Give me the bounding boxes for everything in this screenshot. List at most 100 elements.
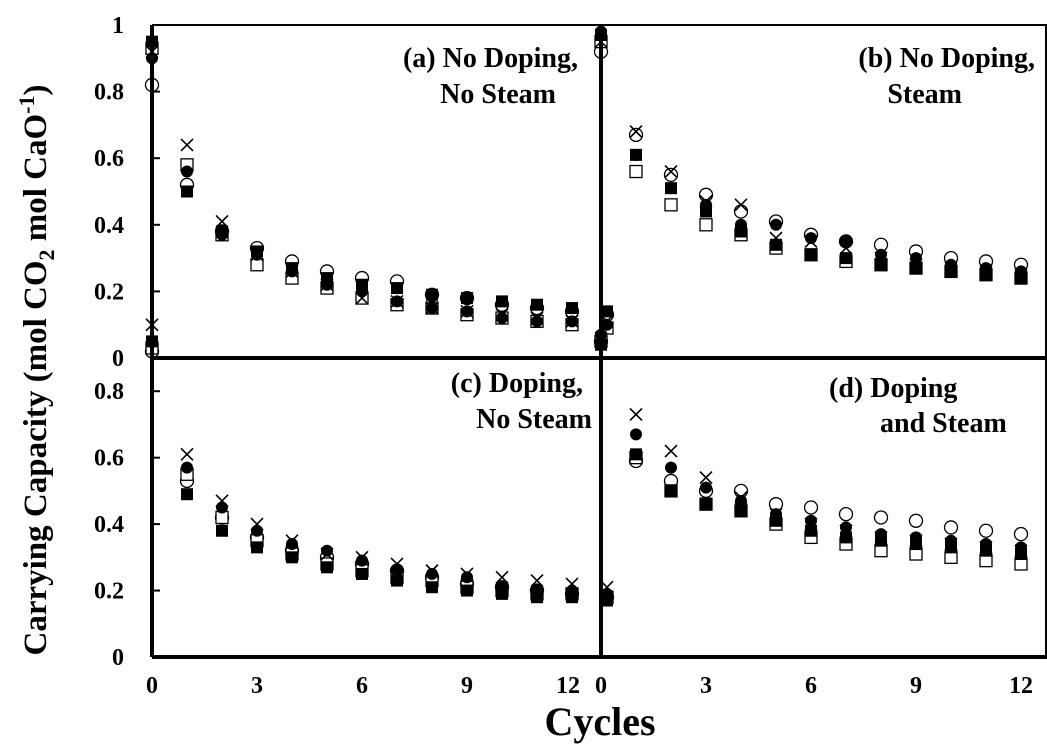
data-point-filled-square xyxy=(391,282,403,295)
data-point-open-circle xyxy=(908,513,924,528)
data-point-filled-square xyxy=(665,182,677,195)
data-point-filled-square xyxy=(251,541,263,554)
data-point-filled-square xyxy=(566,591,578,604)
data-point-filled-circle xyxy=(181,461,193,474)
data-point-filled-square xyxy=(910,262,922,275)
data-point-filled-square xyxy=(181,488,193,501)
data-point-filled-square xyxy=(181,185,193,198)
panel-titles: (a) No Doping, No Steam (b) No Doping, Stea… xyxy=(403,43,1035,439)
y-axis-label: Carrying Capacity (mol CO2 mol CaO-1) xyxy=(14,84,59,655)
data-point-open-circle xyxy=(663,167,679,183)
data-point-filled-circle xyxy=(496,312,508,325)
y-tick-label-bottom: 0.2 xyxy=(94,579,124,605)
y-axis-label-end: ) xyxy=(18,84,54,95)
x-tick-label: 12 xyxy=(556,673,580,699)
data-point-filled-square xyxy=(601,305,613,318)
data-point-cross xyxy=(180,138,194,152)
data-point-filled-square xyxy=(496,587,508,600)
data-point-filled-circle xyxy=(461,571,473,584)
x-tick-label: 9 xyxy=(461,673,473,699)
data-point-filled-circle xyxy=(700,481,712,494)
data-point-filled-square xyxy=(805,524,817,537)
data-point-filled-square xyxy=(945,265,957,278)
data-point-filled-square xyxy=(770,514,782,527)
data-point-cross xyxy=(699,471,713,485)
data-point-filled-square xyxy=(910,538,922,551)
data-point-filled-square xyxy=(735,504,747,517)
data-point-cross xyxy=(629,407,643,422)
data-point-open-circle xyxy=(873,510,889,525)
panel-title-line1: (d) Doping xyxy=(829,373,957,404)
data-point-open-circle xyxy=(628,127,644,143)
panel-title-line1: (a) No Doping, xyxy=(403,43,578,74)
data-point-filled-square xyxy=(426,288,438,301)
panel-title-line2: Steam xyxy=(887,79,962,110)
data-point-filled-square xyxy=(216,524,228,537)
data-point-filled-circle xyxy=(665,461,677,474)
panel-frames xyxy=(150,24,1047,659)
data-point-filled-square xyxy=(321,272,333,285)
y-tick-label-top: 0.2 xyxy=(94,279,124,305)
data-point-cross xyxy=(664,164,678,179)
data-point-filled-square xyxy=(391,574,403,587)
data-point-filled-square xyxy=(875,258,887,271)
data-point-filled-square xyxy=(1015,272,1027,285)
panel-title-line2: No Steam xyxy=(476,404,592,435)
data-point-filled-square xyxy=(531,298,543,311)
panel-title-line1: (b) No Doping, xyxy=(858,43,1035,74)
data-point-open-circle xyxy=(978,523,994,538)
chart-marks xyxy=(144,25,1029,607)
data-point-filled-circle xyxy=(630,428,642,441)
data-point-filled-square xyxy=(735,225,747,238)
data-point-filled-circle xyxy=(770,218,782,231)
data-point-filled-square xyxy=(980,544,992,557)
y-tick-label-top: 0.4 xyxy=(94,213,124,239)
data-point-open-square xyxy=(664,198,678,212)
data-point-filled-square xyxy=(700,498,712,511)
data-point-filled-circle xyxy=(601,318,613,331)
data-point-filled-circle xyxy=(356,554,368,567)
x-tick-label: 6 xyxy=(356,673,368,699)
data-point-cross xyxy=(180,447,194,461)
data-point-cross xyxy=(664,444,678,458)
y-tick-label-top: 0.6 xyxy=(94,146,124,172)
y-tick-label-bottom: 0.6 xyxy=(94,446,124,472)
data-point-filled-square xyxy=(251,245,263,258)
panel-title-line1: (c) Doping, xyxy=(451,368,583,399)
data-point-filled-circle xyxy=(840,521,852,534)
y-tick-label-top: 1 xyxy=(112,13,124,39)
data-point-filled-square xyxy=(216,225,228,238)
x-tick-label: 0 xyxy=(146,673,158,699)
data-point-open-square xyxy=(629,164,643,179)
data-point-filled-square xyxy=(566,302,578,315)
data-point-open-circle xyxy=(1013,526,1029,542)
data-point-filled-circle xyxy=(735,494,747,507)
data-point-filled-circle xyxy=(251,524,263,537)
data-point-filled-circle xyxy=(566,315,578,328)
data-point-filled-circle xyxy=(840,235,852,248)
data-point-filled-square xyxy=(496,295,508,308)
data-point-filled-circle xyxy=(875,248,887,261)
data-point-cross xyxy=(734,198,748,212)
data-point-open-circle xyxy=(838,506,854,522)
data-point-cross xyxy=(530,574,544,588)
data-point-filled-circle xyxy=(391,564,403,577)
data-point-filled-square xyxy=(461,292,473,305)
data-point-filled-circle xyxy=(531,315,543,328)
data-point-filled-circle xyxy=(391,295,403,308)
data-point-filled-circle xyxy=(426,302,438,315)
data-point-open-circle xyxy=(733,204,749,219)
y-axis-label-sub: 2 xyxy=(34,249,59,260)
data-point-filled-square xyxy=(980,268,992,281)
data-point-filled-square xyxy=(461,584,473,597)
data-point-filled-square xyxy=(426,581,438,594)
y-axis-label-sup: -1 xyxy=(14,95,39,113)
data-point-filled-square xyxy=(770,238,782,251)
data-point-filled-square xyxy=(601,594,613,607)
data-point-filled-square xyxy=(945,541,957,554)
x-tick-label: 3 xyxy=(251,673,263,699)
panel-title-line2: No Steam xyxy=(440,79,556,110)
y-tick-label-bottom: 0.4 xyxy=(94,512,124,538)
data-point-filled-square xyxy=(630,448,642,461)
